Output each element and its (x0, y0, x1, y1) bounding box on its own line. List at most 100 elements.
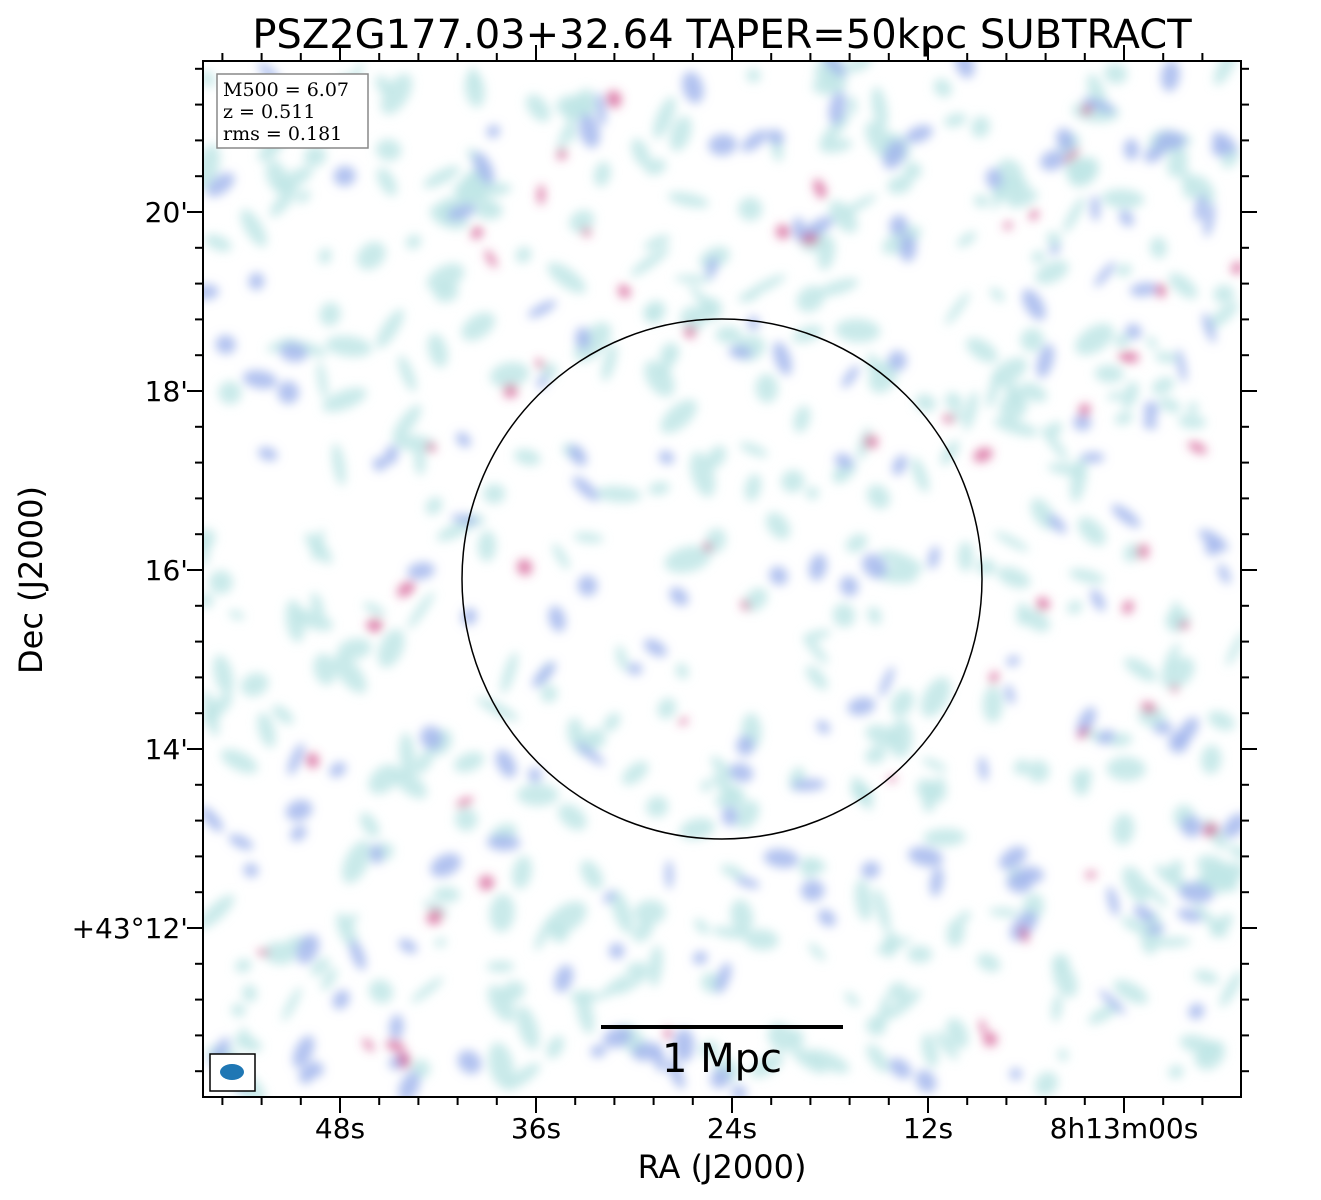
emission-blob (1106, 756, 1146, 781)
emission-blob (426, 263, 465, 292)
axis-ticks (187, 45, 1257, 1113)
emission-blob (407, 591, 435, 629)
emission-blob (285, 799, 313, 821)
emission-blob (665, 860, 674, 890)
emission-blob (735, 800, 760, 829)
emission-blob (457, 1050, 482, 1074)
emission-blob (915, 394, 937, 412)
emission-blob (744, 587, 768, 612)
emission-blob (376, 309, 404, 349)
emission-blob (484, 249, 497, 268)
emission-blob (985, 167, 1003, 190)
info-z: z = 0.511 (223, 101, 315, 123)
emission-blob (274, 166, 313, 193)
emission-blob (1142, 417, 1158, 430)
x-tick-label: 48s (315, 1112, 365, 1145)
emission-blob (857, 427, 872, 460)
emission-blob (495, 749, 517, 778)
emission-blob (336, 912, 358, 949)
emission-blob (557, 125, 569, 155)
emission-blob (996, 159, 1024, 189)
emission-blob (1155, 131, 1186, 151)
emission-blob (242, 984, 258, 1002)
emission-blob (921, 1033, 939, 1068)
emission-blob (1041, 426, 1069, 461)
emission-blob (240, 672, 269, 697)
emission-blob (963, 391, 978, 431)
emission-blob (966, 337, 998, 363)
emission-blob (1076, 706, 1096, 737)
emission-blob (372, 456, 387, 472)
emission-blob (1181, 168, 1194, 200)
emission-blob (866, 1016, 886, 1036)
emission-blob (957, 231, 977, 248)
emission-blob (525, 94, 551, 122)
emission-blob (1056, 128, 1074, 151)
emission-blob (816, 720, 831, 734)
emission-blob (1077, 517, 1107, 546)
emission-blob (547, 262, 587, 294)
emission-blob (605, 90, 622, 108)
emission-blob (1210, 913, 1233, 938)
emission-blob (1004, 684, 1015, 705)
emission-blob (1101, 189, 1145, 209)
emission-blob (680, 306, 706, 332)
emission-blob (652, 96, 676, 139)
emission-blob (644, 158, 667, 176)
emission-blob (1211, 141, 1227, 157)
emission-blob (454, 808, 478, 831)
emission-blob (1121, 916, 1147, 934)
emission-blob (1180, 815, 1203, 838)
emission-blob (586, 728, 606, 749)
emission-blob (994, 531, 1030, 552)
plot-frame (202, 60, 1242, 1098)
emission-blob (296, 934, 320, 965)
emission-blob (1222, 813, 1241, 839)
emission-blob (1118, 351, 1140, 363)
emission-blob (1123, 543, 1140, 563)
emission-blob (397, 581, 416, 598)
emission-blob (208, 570, 233, 595)
emission-blob (1035, 260, 1069, 285)
emission-blob (892, 454, 908, 476)
emission-blob (796, 285, 825, 313)
emission-blob (674, 274, 713, 284)
y-tick-label: 14' (145, 733, 188, 766)
emission-blob (1228, 844, 1241, 860)
emission-blob (356, 241, 386, 270)
emission-blob (234, 958, 252, 973)
emission-blob (765, 512, 791, 540)
emission-blob (818, 909, 836, 927)
emission-blob (554, 964, 574, 993)
emission-blob (805, 486, 819, 500)
info-box (216, 73, 369, 149)
emission-blob (1047, 463, 1088, 476)
emission-blob (710, 1068, 731, 1089)
emission-blob (411, 977, 444, 1003)
emission-blob (1073, 414, 1092, 431)
emission-blob (819, 111, 851, 148)
emission-blob (1019, 926, 1029, 943)
emission-blob (293, 609, 334, 631)
emission-blob (720, 864, 745, 879)
emission-blob (1062, 196, 1086, 233)
emission-blob (710, 756, 734, 781)
emission-blob (721, 806, 738, 827)
emission-blob (540, 685, 558, 703)
emission-blob (865, 724, 901, 748)
emission-blob (746, 274, 786, 297)
emission-blob (633, 900, 666, 925)
emission-blob (835, 318, 881, 343)
emission-blob (993, 418, 1039, 437)
emission-blob (398, 355, 417, 392)
emission-blob (1188, 175, 1215, 205)
emission-blob (436, 519, 475, 542)
emission-blob (333, 165, 356, 187)
emission-blob (420, 725, 443, 750)
emission-blob (821, 61, 846, 77)
emission-blob (922, 757, 947, 772)
emission-blob (1194, 194, 1207, 222)
emission-blob (407, 562, 435, 580)
emission-blob (631, 1042, 663, 1061)
emission-blob (447, 204, 476, 221)
